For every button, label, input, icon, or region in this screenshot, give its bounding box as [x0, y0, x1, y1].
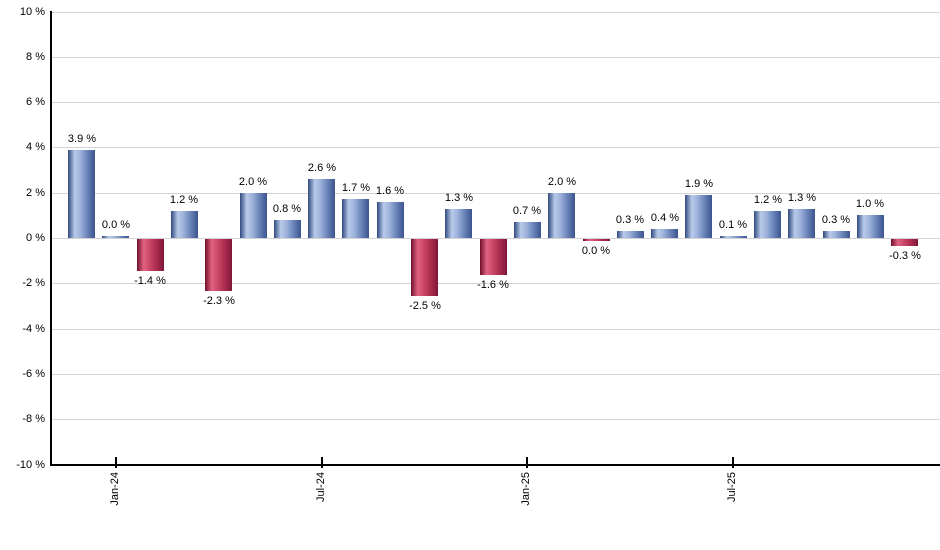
y-axis-tick-label: -6 %	[22, 368, 45, 380]
y-axis-tick-label: 8 %	[26, 51, 45, 63]
bar-value-label: 0.0 %	[581, 245, 611, 257]
bar	[411, 239, 438, 296]
bar	[377, 202, 404, 238]
bar	[480, 239, 507, 275]
bar	[891, 239, 918, 246]
bar	[68, 150, 95, 238]
bar-value-label: 0.3 %	[821, 214, 851, 226]
y-axis-tick-label: -4 %	[22, 323, 45, 335]
bar-value-label: 2.6 %	[307, 162, 337, 174]
gridline	[51, 283, 940, 284]
y-axis-tick-label: 0 %	[26, 232, 45, 244]
y-axis-tick-label: 10 %	[19, 6, 45, 18]
bar-value-label: 1.6 %	[375, 185, 405, 197]
x-axis-tick-label: Jul-25	[726, 468, 740, 508]
bar-value-label: 0.0 %	[101, 219, 131, 231]
y-axis-line	[50, 11, 52, 465]
bar	[205, 239, 232, 291]
x-axis-tick-label: Jul-24	[315, 468, 329, 508]
bar-value-label: -1.4 %	[134, 275, 166, 287]
bar	[823, 231, 850, 238]
gridline	[51, 57, 940, 58]
bar	[685, 195, 712, 238]
y-axis-tick-label: -8 %	[22, 413, 45, 425]
x-axis-tick-label-text: Jan-24	[109, 472, 121, 506]
gridline	[51, 147, 940, 148]
gridline	[51, 374, 940, 375]
bar	[754, 211, 781, 238]
x-axis-tick-label-text: Jul-24	[315, 472, 327, 502]
bar-value-label: 3.9 %	[67, 133, 97, 145]
bar	[102, 236, 129, 238]
bar-value-label: -0.3 %	[889, 250, 921, 262]
y-axis-tick-label: 6 %	[26, 96, 45, 108]
bar-value-label: 1.2 %	[753, 194, 783, 206]
bar	[583, 239, 610, 241]
bar-value-label: -2.5 %	[409, 300, 441, 312]
x-axis-tick-label-text: Jan-25	[520, 472, 532, 506]
y-axis-tick-label: 2 %	[26, 187, 45, 199]
gridline	[51, 419, 940, 420]
x-axis-tick-label: Jan-24	[109, 468, 123, 508]
gridline	[51, 12, 940, 13]
bar-value-label: 1.3 %	[444, 192, 474, 204]
x-axis-tick	[321, 457, 323, 468]
y-axis-tick-label: -2 %	[22, 277, 45, 289]
x-axis-tick	[732, 457, 734, 468]
bar-value-label: 1.3 %	[787, 192, 817, 204]
bar-value-label: 1.2 %	[169, 194, 199, 206]
bar	[342, 199, 369, 238]
bar-value-label: -2.3 %	[203, 295, 235, 307]
bar	[514, 222, 541, 238]
bar-value-label: 1.9 %	[684, 178, 714, 190]
x-axis-tick-label-text: Jul-25	[726, 472, 738, 502]
bar	[617, 231, 644, 238]
bar	[651, 229, 678, 238]
gridline	[51, 238, 940, 239]
gridline	[51, 329, 940, 330]
bar-value-label: 1.0 %	[855, 198, 885, 210]
bar-value-label: 2.0 %	[547, 176, 577, 188]
bar-value-label: 0.4 %	[650, 212, 680, 224]
gridline	[51, 102, 940, 103]
bar	[548, 193, 575, 238]
gridline	[51, 193, 940, 194]
bar	[445, 209, 472, 238]
bar	[274, 220, 301, 238]
bar	[788, 209, 815, 238]
bar-value-label: 0.1 %	[718, 219, 748, 231]
x-axis-tick-label: Jan-25	[520, 468, 534, 508]
bar	[308, 179, 335, 238]
bar-value-label: 2.0 %	[238, 176, 268, 188]
x-axis-tick	[115, 457, 117, 468]
bar-value-label: 0.8 %	[272, 203, 302, 215]
x-axis-line	[50, 464, 940, 466]
y-axis-tick-label: -10 %	[16, 459, 45, 471]
y-axis-tick-label: 4 %	[26, 141, 45, 153]
bar-value-label: 0.7 %	[512, 205, 542, 217]
bar	[240, 193, 267, 238]
bar	[137, 239, 164, 271]
bar-value-label: -1.6 %	[477, 279, 509, 291]
bar	[720, 236, 747, 238]
bar-value-label: 0.3 %	[615, 214, 645, 226]
bar	[171, 211, 198, 238]
bar-value-label: 1.7 %	[341, 182, 371, 194]
x-axis-tick	[526, 457, 528, 468]
bar	[857, 215, 884, 238]
